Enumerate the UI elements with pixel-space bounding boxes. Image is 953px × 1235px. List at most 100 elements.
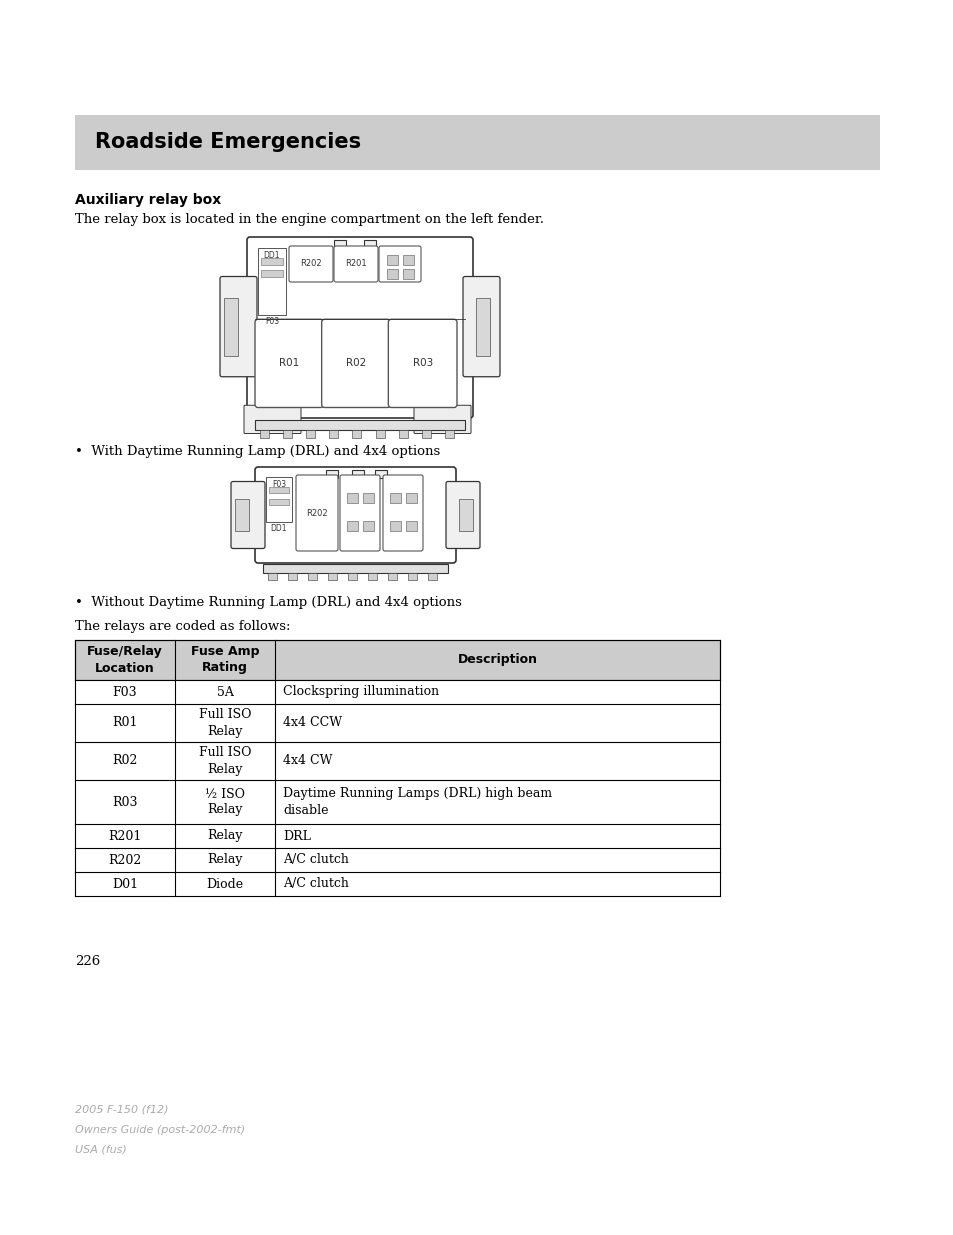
Text: The relays are coded as follows:: The relays are coded as follows: <box>75 620 291 634</box>
Text: 5A: 5A <box>216 685 233 699</box>
Text: Owners Guide (post-2002-fmt): Owners Guide (post-2002-fmt) <box>75 1125 245 1135</box>
Bar <box>364 240 376 248</box>
Text: R02: R02 <box>346 358 366 368</box>
Bar <box>75 680 720 704</box>
Text: The relay box is located in the engine compartment on the left fender.: The relay box is located in the engine c… <box>75 212 543 226</box>
FancyBboxPatch shape <box>220 277 256 377</box>
Bar <box>368 573 376 580</box>
Text: Auxiliary relay box: Auxiliary relay box <box>75 193 221 207</box>
Text: Roadside Emergencies: Roadside Emergencies <box>95 132 361 152</box>
Bar <box>406 521 416 531</box>
Bar <box>263 564 448 573</box>
Bar <box>387 254 397 266</box>
FancyBboxPatch shape <box>339 475 379 551</box>
Text: R201: R201 <box>345 259 366 268</box>
Bar <box>326 471 338 478</box>
Bar <box>75 872 720 897</box>
Bar <box>308 573 316 580</box>
Text: Full ISO
Relay: Full ISO Relay <box>198 709 251 737</box>
FancyBboxPatch shape <box>446 482 479 548</box>
Bar <box>347 493 357 503</box>
Bar <box>444 430 454 438</box>
Bar <box>375 471 387 478</box>
Bar <box>261 258 283 266</box>
Bar <box>375 430 384 438</box>
Text: R03: R03 <box>412 358 433 368</box>
Text: R01: R01 <box>279 358 299 368</box>
Bar <box>254 420 464 430</box>
Bar <box>234 499 249 531</box>
Bar <box>402 254 414 266</box>
Bar <box>306 430 314 438</box>
Bar <box>75 781 720 824</box>
FancyBboxPatch shape <box>247 237 473 417</box>
Text: ½ ISO
Relay: ½ ISO Relay <box>205 788 245 816</box>
Bar <box>75 824 720 848</box>
Text: Description: Description <box>457 653 537 667</box>
Text: R202: R202 <box>306 509 328 517</box>
Text: R202: R202 <box>109 853 141 867</box>
Text: R202: R202 <box>300 259 321 268</box>
Bar <box>269 499 289 505</box>
Bar <box>328 573 336 580</box>
Text: A/C clutch: A/C clutch <box>283 878 349 890</box>
Text: R03: R03 <box>112 795 137 809</box>
Bar <box>257 248 286 315</box>
Bar <box>390 521 400 531</box>
FancyBboxPatch shape <box>254 467 456 563</box>
Bar <box>75 848 720 872</box>
Text: •  With Daytime Running Lamp (DRL) and 4x4 options: • With Daytime Running Lamp (DRL) and 4x… <box>75 445 439 458</box>
Bar <box>268 573 276 580</box>
Text: DD1: DD1 <box>263 251 280 261</box>
Bar <box>387 269 397 279</box>
Text: Fuse/Relay
Location: Fuse/Relay Location <box>87 646 163 674</box>
Bar <box>224 298 237 356</box>
Bar <box>421 430 431 438</box>
FancyBboxPatch shape <box>254 320 323 408</box>
Text: USA (fus): USA (fus) <box>75 1145 127 1155</box>
Bar <box>329 430 338 438</box>
FancyBboxPatch shape <box>244 405 301 433</box>
FancyBboxPatch shape <box>388 320 456 408</box>
FancyBboxPatch shape <box>231 482 265 548</box>
Bar <box>261 270 283 277</box>
Text: A/C clutch: A/C clutch <box>283 853 349 867</box>
FancyBboxPatch shape <box>414 405 471 433</box>
Text: Relay: Relay <box>207 853 242 867</box>
FancyBboxPatch shape <box>382 475 422 551</box>
FancyBboxPatch shape <box>334 246 377 282</box>
Bar <box>334 240 345 248</box>
Bar <box>408 573 416 580</box>
Text: R02: R02 <box>112 755 137 767</box>
Bar <box>75 704 720 742</box>
Text: Fuse Amp
Rating: Fuse Amp Rating <box>191 646 259 674</box>
Text: F03: F03 <box>112 685 137 699</box>
Bar <box>476 298 490 356</box>
Bar <box>363 493 374 503</box>
Text: D01: D01 <box>112 878 138 890</box>
FancyBboxPatch shape <box>378 246 420 282</box>
Text: DRL: DRL <box>283 830 311 842</box>
Text: Relay: Relay <box>207 830 242 842</box>
Bar <box>283 430 292 438</box>
Bar <box>402 269 414 279</box>
Text: Daytime Running Lamps (DRL) high beam
disable: Daytime Running Lamps (DRL) high beam di… <box>283 788 552 816</box>
Text: Clockspring illumination: Clockspring illumination <box>283 685 438 699</box>
Bar <box>406 493 416 503</box>
Text: F03: F03 <box>272 480 286 489</box>
Bar <box>458 499 473 531</box>
Text: 2005 F-150 (f12): 2005 F-150 (f12) <box>75 1105 169 1115</box>
FancyBboxPatch shape <box>289 246 333 282</box>
Text: Full ISO
Relay: Full ISO Relay <box>198 746 251 776</box>
Bar <box>347 521 357 531</box>
Bar <box>388 573 396 580</box>
Text: 4x4 CCW: 4x4 CCW <box>283 716 342 730</box>
Text: 226: 226 <box>75 955 100 968</box>
Bar <box>398 430 407 438</box>
Text: F03: F03 <box>265 316 279 326</box>
Text: R201: R201 <box>109 830 142 842</box>
Bar <box>348 573 356 580</box>
Bar <box>75 742 720 781</box>
Text: DD1: DD1 <box>271 524 287 534</box>
Bar <box>266 477 292 522</box>
